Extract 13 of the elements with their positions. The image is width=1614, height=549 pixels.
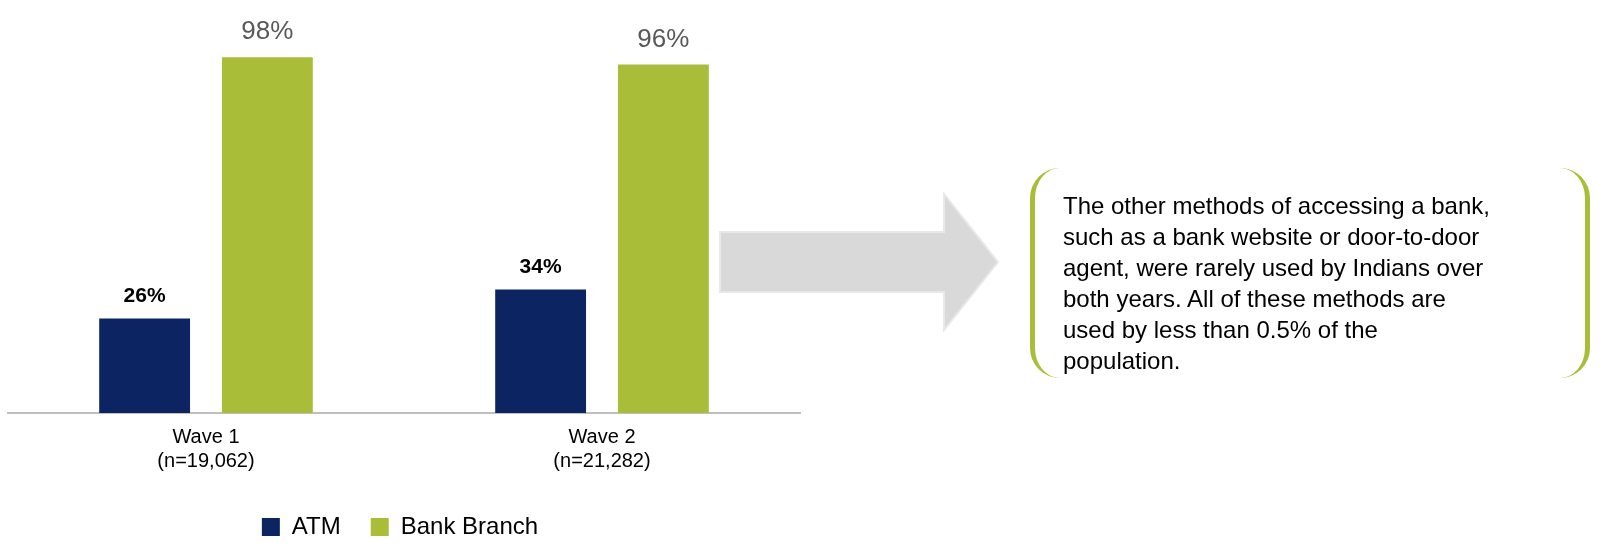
bar — [221, 57, 313, 413]
bar — [99, 318, 191, 413]
x-tick-label: Wave 2 (n=21,282) — [553, 424, 651, 471]
legend-label: ATM — [291, 511, 341, 539]
text: The other methods of accessing a bank, such as a bank website or door-to-door agent, were rarely used by Indians over both years. All of these methods are used by less than 0.5% of the population. — [1030, 168, 1590, 378]
x-tick-label: Wave 1 (n=19,062) — [157, 424, 255, 471]
data-label: 26% — [123, 282, 166, 306]
legend-label: Bank Branch — [400, 511, 539, 539]
bar — [495, 289, 587, 413]
data-label: 96% — [637, 22, 690, 53]
data-label: 98% — [241, 15, 294, 46]
data-label: 34% — [519, 253, 562, 277]
bar — [617, 64, 709, 413]
